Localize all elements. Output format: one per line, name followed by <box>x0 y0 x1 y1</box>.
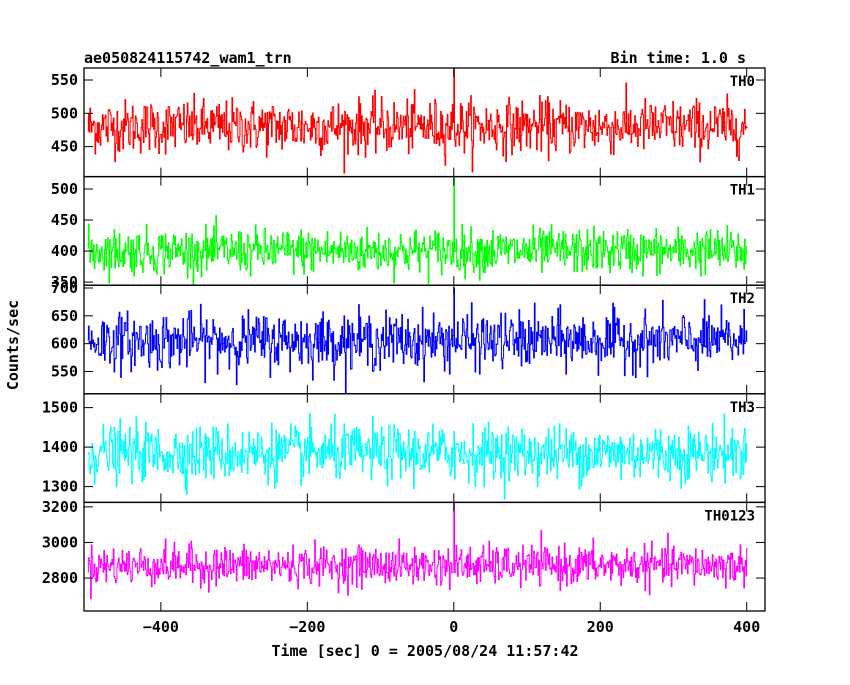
y-tick-label: 3000 <box>42 533 78 551</box>
y-tick-label: 1300 <box>42 478 78 496</box>
y-tick-label: 650 <box>51 307 78 325</box>
panel-th0123: 2800 3000 3200 TH0123 <box>42 498 766 612</box>
series-line-th0 <box>87 67 748 174</box>
y-tick-label: 3200 <box>42 498 78 516</box>
y-tick-label: 500 <box>51 180 78 198</box>
panel-th1: 350 400 450 500 TH1 <box>51 175 766 291</box>
panel-label-th1: TH1 <box>730 183 755 199</box>
x-tick-label: −200 <box>289 618 325 636</box>
x-tick-label: 200 <box>587 618 614 636</box>
panel-th3: 1300 1400 1500 TH3 <box>42 393 766 504</box>
panels-group: 450 500 550 TH0 350 400 450 500 TH1 550 600 650 700 T… <box>42 67 766 636</box>
y-tick-label: 1400 <box>42 438 78 456</box>
x-tick-label: −400 <box>143 618 179 636</box>
y-tick-label: 700 <box>51 279 78 297</box>
panel-label-th3: TH3 <box>730 400 755 416</box>
y-tick-label: 450 <box>51 138 78 156</box>
panel-th2: 550 600 650 700 TH2 <box>51 279 766 395</box>
y-tick-label: 550 <box>51 71 78 89</box>
x-tick-label: 0 <box>449 618 458 636</box>
panel-th0: 450 500 550 TH0 <box>51 67 766 178</box>
y-tick-label: 600 <box>51 335 78 353</box>
panel-label-th0: TH0 <box>730 74 755 90</box>
bin-time-label: Bin time: 1.0 s <box>611 49 746 67</box>
y-tick-label: 450 <box>51 211 78 229</box>
y-axis-title: Counts/sec <box>4 300 22 390</box>
y-tick-label: 350 <box>51 273 78 291</box>
chart-title: ae050824115742_wam1_trn <box>84 49 292 67</box>
series-line-th1 <box>87 176 748 286</box>
series-line-th2 <box>87 287 748 394</box>
series-line-th0123 <box>87 502 748 600</box>
panel-label-th2: TH2 <box>730 291 755 307</box>
y-tick-label: 2800 <box>42 569 78 587</box>
series-line-th3 <box>87 413 748 500</box>
y-tick-label: 400 <box>51 242 78 260</box>
panel-frame <box>83 501 766 612</box>
panel-frame <box>83 175 766 286</box>
x-axis-title: Time [sec] 0 = 2005/08/24 11:57:42 <box>271 642 578 660</box>
y-tick-label: 500 <box>51 104 78 122</box>
y-tick-label: 550 <box>51 363 78 381</box>
panel-label-th0123: TH0123 <box>704 508 755 524</box>
x-tick-label: 400 <box>733 618 760 636</box>
y-tick-label: 1500 <box>42 399 78 417</box>
